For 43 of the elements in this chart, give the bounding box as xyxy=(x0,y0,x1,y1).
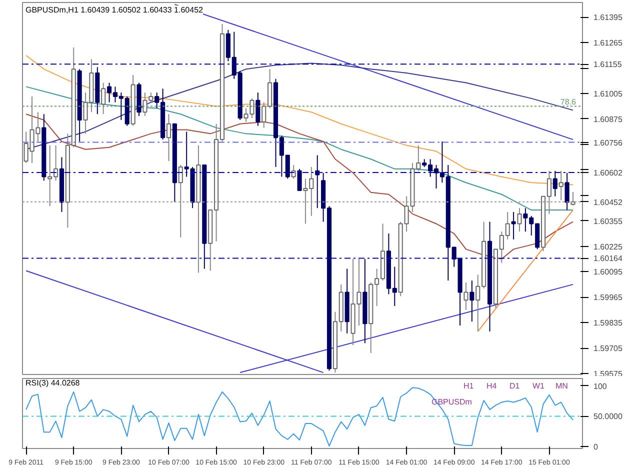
candlestick xyxy=(570,192,576,206)
y-tick-label: 50.0000 xyxy=(594,412,623,422)
y-tick-label: 1.60355 xyxy=(594,216,623,226)
y-tick-label: 1.59965 xyxy=(594,293,623,302)
candlestick xyxy=(517,208,522,232)
y-tick-label: 1.59835 xyxy=(594,318,623,328)
ref-line-label: 1.60602 xyxy=(594,168,623,178)
ref-line-label: 1.60452 xyxy=(594,198,623,207)
candlestick xyxy=(558,170,564,201)
candlestick xyxy=(511,211,516,240)
candlestick xyxy=(291,164,296,180)
candlestick xyxy=(178,164,183,238)
chart-title: GBPUSDm,H1 1.60439 1.60502 1.60433 1.60452 xyxy=(26,6,204,14)
annotation: D1 xyxy=(510,382,520,390)
ref-line-label: 1.61155 xyxy=(594,60,622,70)
candlestick xyxy=(297,168,302,191)
annotation: W1 xyxy=(532,382,546,390)
candlestick xyxy=(166,114,172,162)
candlestick xyxy=(256,92,260,126)
line-series xyxy=(26,387,574,447)
y-tick-label: 100 xyxy=(594,382,608,391)
candlestick xyxy=(552,170,558,197)
ref-line-label: 1.60164 xyxy=(594,254,623,264)
chart-title: RSI(3) 44.0268 xyxy=(26,378,80,388)
y-tick-label: 0 xyxy=(594,442,598,452)
candlestick xyxy=(464,282,468,310)
annotation: 78.6 xyxy=(560,97,577,106)
candlestick xyxy=(564,172,570,211)
candlestick xyxy=(101,82,106,115)
candlestick xyxy=(262,102,266,128)
y-tick-label: 1.61005 xyxy=(594,90,623,99)
candlestick xyxy=(470,280,474,322)
candlestick xyxy=(268,68,272,109)
y-tick-label: 1.60225 xyxy=(594,242,623,252)
ref-line-label: 1.60756 xyxy=(594,138,623,148)
y-tick-label: 1.60875 xyxy=(594,114,623,124)
annotation: H1 xyxy=(464,382,474,390)
y-tick-label: 1.60095 xyxy=(594,268,623,277)
y-tick-label: 1.61395 xyxy=(594,13,623,22)
y-tick-label: 1.59705 xyxy=(594,344,623,354)
y-tick-label: 1.61265 xyxy=(594,38,623,48)
annotation: H4 xyxy=(486,382,498,390)
annotation: MN xyxy=(556,382,568,390)
